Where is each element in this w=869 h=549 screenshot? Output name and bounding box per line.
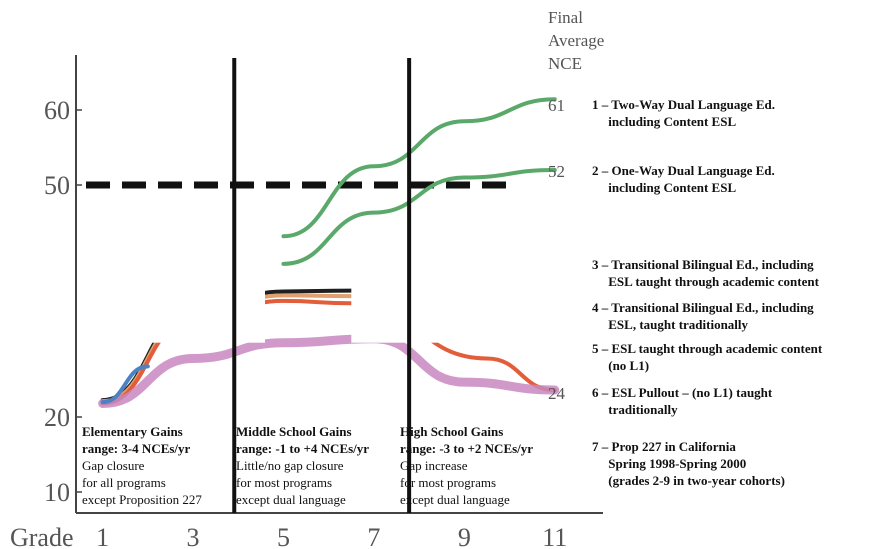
panel-title: Elementary Gains <box>82 424 183 439</box>
x-tick-label: 1 <box>96 523 109 549</box>
occlusion-mask <box>85 200 265 343</box>
x-tick-label: 11 <box>542 523 567 549</box>
panel-note: Middle School Gains range: -1 to +4 NCEs/… <box>236 423 394 508</box>
panel-note: Elementary Gains range: 3-4 NCEs/yr Gap cl… <box>82 423 240 508</box>
panel-line: for most programs <box>400 475 497 490</box>
legend-header: Final Average NCE <box>548 8 605 73</box>
x-tick-label: 3 <box>187 523 200 549</box>
y-tick-label: 50 <box>44 171 70 200</box>
panel-line: for most programs <box>236 475 333 490</box>
occlusion-mask <box>351 224 652 343</box>
legend-label: 2 – One-Way Dual Language Ed. including … <box>592 163 775 195</box>
panel-range: range: -1 to +4 NCEs/yr <box>236 441 370 456</box>
legend-label: 7 – Prop 227 in California Spring 1998-S… <box>592 439 785 488</box>
y-tick-label: 20 <box>44 403 70 432</box>
panel-line: except dual language <box>400 492 510 507</box>
x-tick-label: 7 <box>367 523 380 549</box>
y-tick-label: 60 <box>44 96 70 125</box>
legend-final-value: 52 <box>548 162 565 181</box>
legend-label: 6 – ESL Pullout – (no L1) taught traditi… <box>592 385 773 417</box>
legend-label: 4 – Transitional Bilingual Ed., includin… <box>592 300 814 332</box>
axes <box>75 55 603 514</box>
panel-title: High School Gains <box>400 424 504 439</box>
panel-line: except Proposition 227 <box>82 492 202 507</box>
series-line-7 <box>100 364 150 405</box>
tick-labels: 10 20 50 60 1 3 5 7 9 11 Grade <box>10 96 567 549</box>
panel-range: range: 3-4 NCEs/yr <box>82 441 191 456</box>
series-line-1 <box>281 97 557 239</box>
legend-label: 1 – Two-Way Dual Language Ed. including … <box>592 97 776 129</box>
series-line-6 <box>98 334 560 408</box>
x-axis-title: Grade <box>10 523 74 549</box>
panel-note: High School Gains range: -3 to +2 NCEs/yr… <box>400 423 558 508</box>
panel-line: except dual language <box>236 492 346 507</box>
panel-line: Gap closure <box>82 458 145 473</box>
panel-line: Gap increase <box>400 458 468 473</box>
legend-label: 3 – Transitional Bilingual Ed., includin… <box>592 257 819 289</box>
series-line-2 <box>281 168 557 266</box>
stage-dividers <box>232 58 412 513</box>
panel-line: Little/no gap closure <box>236 458 344 473</box>
legend-final-value: 24 <box>548 384 565 403</box>
panel-title: Middle School Gains <box>236 424 352 439</box>
x-tick-label: 5 <box>277 523 290 549</box>
panel-line: for all programs <box>82 475 166 490</box>
series-group <box>85 97 652 408</box>
y-tick-label: 10 <box>44 478 70 507</box>
legend-label: 5 – ESL taught through academic content … <box>592 341 823 373</box>
panel-range: range: -3 to +2 NCEs/yr <box>400 441 534 456</box>
legend-final-value: 61 <box>548 96 565 115</box>
x-tick-label: 9 <box>458 523 471 549</box>
